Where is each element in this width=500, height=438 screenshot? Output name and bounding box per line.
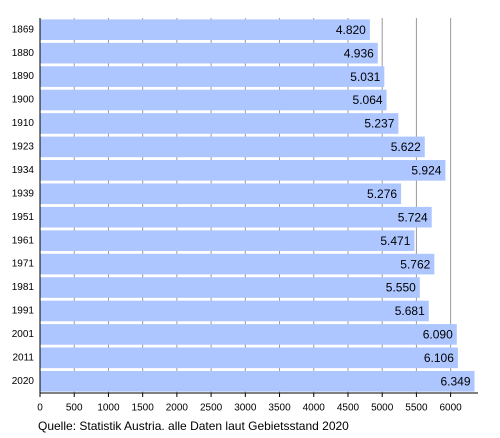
bar xyxy=(40,206,432,228)
y-tick-label: 1890 xyxy=(12,71,35,82)
x-tick-label: 2500 xyxy=(200,403,223,414)
value-label: 5.924 xyxy=(411,164,441,178)
value-label: 5.471 xyxy=(380,234,410,248)
bar xyxy=(40,89,387,111)
value-label: 5.762 xyxy=(400,257,430,271)
y-tick-label: 1923 xyxy=(12,142,35,153)
y-tick-label: 2011 xyxy=(12,352,34,363)
y-tick-label: 1991 xyxy=(12,306,35,317)
value-label: 5.237 xyxy=(364,117,394,131)
y-tick-label: 1910 xyxy=(12,118,35,129)
x-tick-label: 3000 xyxy=(234,403,257,414)
bar xyxy=(40,300,429,322)
y-tick-label: 1900 xyxy=(12,95,35,106)
value-label: 5.622 xyxy=(391,140,421,154)
y-tick-label: 1961 xyxy=(12,235,35,246)
bar xyxy=(40,183,402,205)
x-tick-label: 0 xyxy=(37,403,43,414)
y-tick-label: 1981 xyxy=(12,282,35,293)
value-label: 4.936 xyxy=(344,46,374,60)
value-label: 5.276 xyxy=(367,187,397,201)
y-tick-label: 1939 xyxy=(12,188,35,199)
x-tick-label: 3500 xyxy=(268,403,291,414)
x-tick-label: 2000 xyxy=(166,403,189,414)
x-tick-label: 5000 xyxy=(371,403,394,414)
y-tick-label: 1869 xyxy=(12,24,35,35)
y-tick-label: 1971 xyxy=(12,259,35,270)
value-label: 6.106 xyxy=(424,351,454,365)
value-label: 5.550 xyxy=(386,281,416,295)
bar xyxy=(40,66,385,87)
value-label: 6.090 xyxy=(423,328,453,342)
bar xyxy=(40,370,475,392)
bar xyxy=(40,19,370,41)
x-tick-label: 1500 xyxy=(132,403,155,414)
value-label: 5.031 xyxy=(350,70,380,84)
y-tick-label: 1880 xyxy=(12,48,35,59)
bar xyxy=(40,253,435,275)
x-tick-label: 500 xyxy=(66,403,83,414)
bar xyxy=(40,347,458,369)
value-label: 4.820 xyxy=(336,23,366,37)
bar xyxy=(40,277,420,298)
source-note: Quelle: Statistik Austria. alle Daten la… xyxy=(38,419,349,433)
bar xyxy=(40,113,399,134)
x-tick-label: 1000 xyxy=(97,403,120,414)
y-tick-label: 1934 xyxy=(12,165,35,176)
y-tick-label: 2001 xyxy=(12,329,35,340)
value-label: 6.349 xyxy=(440,374,470,388)
value-label: 5.724 xyxy=(398,210,428,224)
x-tick-label: 4500 xyxy=(337,403,360,414)
value-label: 5.681 xyxy=(395,304,425,318)
bar xyxy=(40,136,425,158)
x-tick-label: 4000 xyxy=(303,403,326,414)
y-tick-label: 1951 xyxy=(12,212,35,223)
bar xyxy=(40,324,457,345)
x-tick-label: 6000 xyxy=(440,403,463,414)
bar xyxy=(40,160,446,181)
x-tick-label: 5500 xyxy=(405,403,428,414)
value-label: 5.064 xyxy=(353,93,383,107)
y-tick-label: 2020 xyxy=(12,376,35,387)
bar xyxy=(40,42,378,64)
bar xyxy=(40,230,415,251)
